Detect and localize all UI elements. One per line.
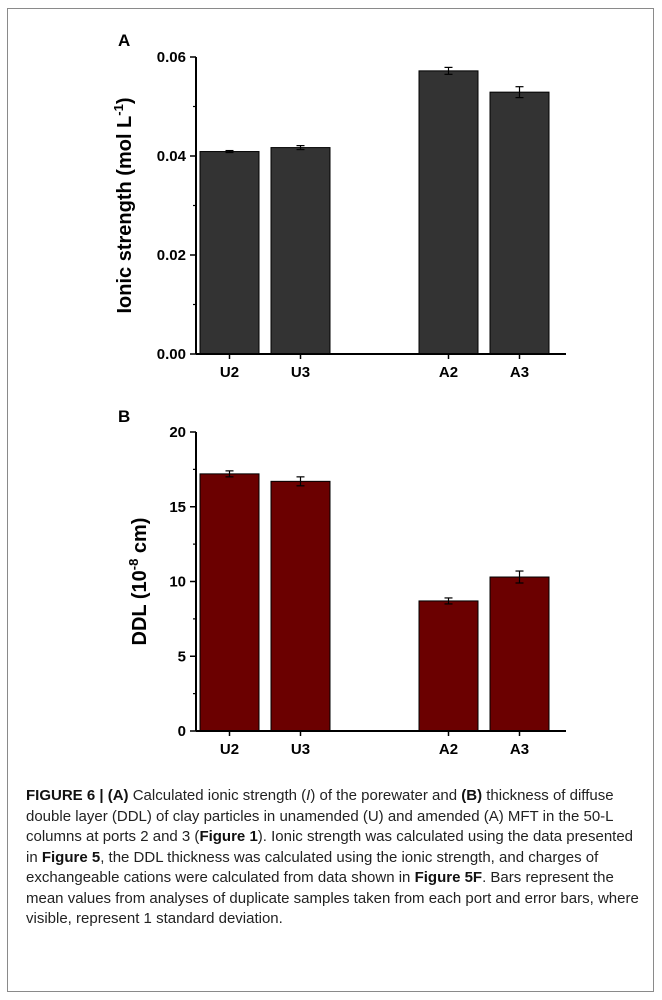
- bar: [270, 147, 331, 355]
- y-tick-label: 0.02: [157, 247, 186, 264]
- caption-figure-ref: Figure 1: [199, 828, 258, 845]
- bar: [489, 91, 550, 355]
- y-axis-title-text: ): [114, 97, 136, 104]
- category-label: A3: [510, 364, 529, 381]
- caption-label: FIGURE 6 |: [26, 787, 108, 804]
- caption-text: ) of the porewater and: [310, 787, 462, 804]
- category-label: U2: [220, 364, 239, 381]
- caption-figure-ref: Figure 5: [41, 848, 101, 866]
- caption-text: thickness of diffuse double layer (DDL) …: [26, 787, 614, 845]
- caption-text: ). Ionic strength was calculated using t…: [26, 828, 634, 866]
- y-tick-label: 0.04: [157, 148, 187, 165]
- bar: [199, 151, 260, 355]
- category-label: A2: [439, 741, 458, 758]
- y-axis-title: DDL (10-8 cm): [126, 518, 151, 646]
- bar: [418, 70, 479, 355]
- bar: [418, 600, 479, 732]
- y-tick-label: 0.06: [157, 49, 186, 66]
- caption-text: . Bars represent the mean values from an…: [26, 869, 639, 927]
- y-tick-label: 20: [169, 424, 186, 441]
- chart-panel-a: A U2 U3 A2 A3 0.00 0.02 0.04 0.06 Ionic strength …: [111, 31, 566, 381]
- category-label: U3: [291, 364, 310, 381]
- caption-panel-b: (B): [461, 787, 483, 804]
- y-axis-title-superscript: -8: [126, 559, 141, 571]
- y-axis-title-superscript: -1: [111, 104, 126, 116]
- category-label: A3: [510, 741, 529, 758]
- category-label: A2: [439, 364, 458, 381]
- caption-text: , the DDL thickness was calculated using…: [26, 848, 599, 887]
- y-axis-title-text: cm): [129, 518, 151, 559]
- y-tick-label: 0: [178, 723, 186, 740]
- bar: [270, 480, 331, 732]
- bar: [489, 576, 550, 732]
- y-axis-title-text: Ionic strength (mol L: [114, 116, 136, 314]
- figure-caption: FIGURE 6 | (A) Calculated ionic strength…: [26, 786, 640, 930]
- category-label: U2: [220, 741, 239, 758]
- caption-panel-a: (A): [107, 787, 129, 804]
- chart-panel-b: B U2 U3 A2 A3 0 5 10 15 20 DDL (10-8 cm): [118, 407, 566, 758]
- caption-text: Calculated ionic strength (: [128, 787, 307, 804]
- category-label: U3: [291, 741, 310, 758]
- y-tick-label: 0.00: [157, 346, 186, 363]
- y-tick-label: 15: [169, 499, 186, 516]
- y-axis-title-text: DDL (10: [129, 570, 151, 645]
- caption-symbol: I: [306, 787, 311, 804]
- caption-figure-ref: Figure 5F: [414, 869, 483, 886]
- y-axis-title: Ionic strength (mol L-1): [111, 97, 136, 313]
- bar: [199, 473, 260, 732]
- y-tick-label: 5: [178, 648, 186, 665]
- panel-letter: B: [118, 407, 130, 426]
- y-tick-label: 10: [169, 574, 186, 591]
- figure-charts: A U2 U3 A2 A3 0.00 0.02 0.04 0.06 Ionic strength …: [111, 31, 566, 758]
- panel-letter: A: [118, 31, 130, 50]
